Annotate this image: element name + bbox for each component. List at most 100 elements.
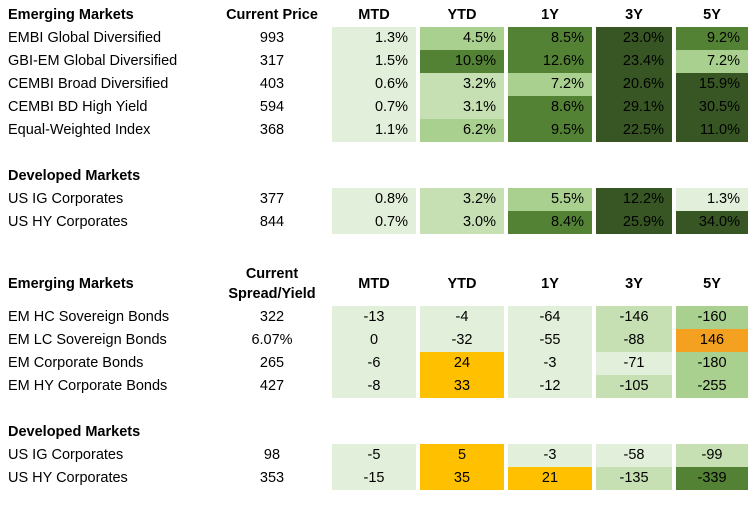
- value-cell: 0.7%: [332, 96, 416, 119]
- value-cell: 34.0%: [676, 211, 748, 234]
- current-value: 377: [259, 191, 285, 207]
- value-cell: 6.2%: [420, 119, 504, 142]
- value-cell: 8.5%: [508, 27, 592, 50]
- value-cell: -6: [332, 352, 416, 375]
- value-cell: 7.2%: [676, 50, 748, 73]
- row-label: US IG Corporates: [8, 447, 124, 463]
- header-3y: 3Y: [625, 7, 643, 23]
- header-current: Current: [245, 266, 299, 282]
- returns-header-row: Emerging Markets Current Price MTD YTD 1…: [4, 4, 748, 27]
- row-label: US IG Corporates: [8, 191, 124, 207]
- value-cell: 23.0%: [596, 27, 672, 50]
- current-value: 322: [259, 309, 285, 325]
- header-1y: 1Y: [541, 276, 559, 292]
- value-cell: -4: [420, 306, 504, 329]
- value-cell: 5.5%: [508, 188, 592, 211]
- value-cell: 5: [420, 444, 504, 467]
- value-cell: 0.7%: [332, 211, 416, 234]
- table-row: EM LC Sovereign Bonds 6.07% 0 -32 -55 -88 146: [4, 329, 748, 352]
- value-cell: 23.4%: [596, 50, 672, 73]
- header-5y: 5Y: [703, 276, 721, 292]
- table-row: GBI-EM Global Diversified 317 1.5% 10.9% 12.…: [4, 50, 748, 73]
- header-emerging-markets: Emerging Markets: [8, 276, 134, 292]
- section-developed-markets: Developed Markets: [8, 168, 141, 184]
- row-label: CEMBI Broad Diversified: [8, 76, 169, 92]
- spread-table: Emerging Markets Current Spread/Yield MTD…: [4, 262, 748, 490]
- value-cell: 1.3%: [332, 27, 416, 50]
- value-cell: -58: [596, 444, 672, 467]
- value-cell: 12.6%: [508, 50, 592, 73]
- current-value: 594: [259, 99, 285, 115]
- value-cell: 146: [676, 329, 748, 352]
- value-cell: 12.2%: [596, 188, 672, 211]
- developed-markets-returns: US IG Corporates 377 0.8% 3.2% 5.5% 12.2% 1.3%…: [4, 188, 748, 234]
- value-cell: 33: [420, 375, 504, 398]
- value-cell: -255: [676, 375, 748, 398]
- value-cell: 21: [508, 467, 592, 490]
- value-cell: 0.8%: [332, 188, 416, 211]
- value-cell: -13: [332, 306, 416, 329]
- value-cell: 1.5%: [332, 50, 416, 73]
- header-emerging-markets: Emerging Markets: [8, 7, 134, 23]
- table-row: CEMBI BD High Yield 594 0.7% 3.1% 8.6% 29.1% 3…: [4, 96, 748, 119]
- header-mtd: MTD: [358, 276, 390, 292]
- emerging-markets-returns: EMBI Global Diversified 993 1.3% 4.5% 8.5% 23…: [4, 27, 748, 142]
- table-row: Equal-Weighted Index 368 1.1% 6.2% 9.5% 22.5%…: [4, 119, 748, 142]
- header-current-price: Current Price: [226, 7, 318, 23]
- value-cell: 3.0%: [420, 211, 504, 234]
- value-cell: 22.5%: [596, 119, 672, 142]
- value-cell: 11.0%: [676, 119, 748, 142]
- value-cell: 24: [420, 352, 504, 375]
- table-row: CEMBI Broad Diversified 403 0.6% 3.2% 7.2% 20…: [4, 73, 748, 96]
- current-value: 403: [259, 76, 285, 92]
- row-label: US HY Corporates: [8, 214, 128, 230]
- value-cell: -160: [676, 306, 748, 329]
- value-cell: -135: [596, 467, 672, 490]
- current-value: 353: [259, 470, 285, 486]
- table-row: EM HY Corporate Bonds 427 -8 33 -12 -105 -255: [4, 375, 748, 398]
- row-label: EMBI Global Diversified: [8, 30, 162, 46]
- value-cell: 9.5%: [508, 119, 592, 142]
- value-cell: 3.1%: [420, 96, 504, 119]
- section-developed-markets: Developed Markets: [8, 424, 141, 440]
- row-label: GBI-EM Global Diversified: [8, 53, 178, 69]
- spacer: Developed Markets: [4, 142, 748, 188]
- value-cell: 3.2%: [420, 73, 504, 96]
- value-cell: 30.5%: [676, 96, 748, 119]
- value-cell: -15: [332, 467, 416, 490]
- row-label: EM LC Sovereign Bonds: [8, 332, 167, 348]
- row-label: CEMBI BD High Yield: [8, 99, 148, 115]
- row-label: US HY Corporates: [8, 470, 128, 486]
- value-cell: -146: [596, 306, 672, 329]
- current-value: 6.07%: [251, 332, 293, 348]
- value-cell: -180: [676, 352, 748, 375]
- table-row: US HY Corporates 844 0.7% 3.0% 8.4% 25.9% 34.0…: [4, 211, 748, 234]
- table-row: EMBI Global Diversified 993 1.3% 4.5% 8.5% 23…: [4, 27, 748, 50]
- table-row: US HY Corporates 353 -15 35 21 -135 -339: [4, 467, 748, 490]
- current-value: 368: [259, 122, 285, 138]
- value-cell: 0: [332, 329, 416, 352]
- value-cell: 0.6%: [332, 73, 416, 96]
- value-cell: -32: [420, 329, 504, 352]
- value-cell: 1.3%: [676, 188, 748, 211]
- value-cell: -105: [596, 375, 672, 398]
- header-mtd: MTD: [358, 7, 390, 23]
- value-cell: 29.1%: [596, 96, 672, 119]
- row-label: EM HY Corporate Bonds: [8, 378, 168, 394]
- table-row: EM HC Sovereign Bonds 322 -13 -4 -64 -146 -160: [4, 306, 748, 329]
- spacer: Developed Markets: [4, 398, 748, 444]
- value-cell: -12: [508, 375, 592, 398]
- header-3y: 3Y: [625, 276, 643, 292]
- value-cell: -8: [332, 375, 416, 398]
- table-row: US IG Corporates 377 0.8% 3.2% 5.5% 12.2% 1.3%: [4, 188, 748, 211]
- value-cell: -88: [596, 329, 672, 352]
- value-cell: 10.9%: [420, 50, 504, 73]
- returns-table: Emerging Markets Current Price MTD YTD 1…: [4, 4, 748, 234]
- value-cell: 15.9%: [676, 73, 748, 96]
- header-current-spread-yield: Current Spread/Yield: [212, 262, 332, 306]
- spread-header-row: Emerging Markets Current Spread/Yield MTD…: [4, 262, 748, 306]
- value-cell: -3: [508, 352, 592, 375]
- value-cell: 3.2%: [420, 188, 504, 211]
- value-cell: 25.9%: [596, 211, 672, 234]
- value-cell: 9.2%: [676, 27, 748, 50]
